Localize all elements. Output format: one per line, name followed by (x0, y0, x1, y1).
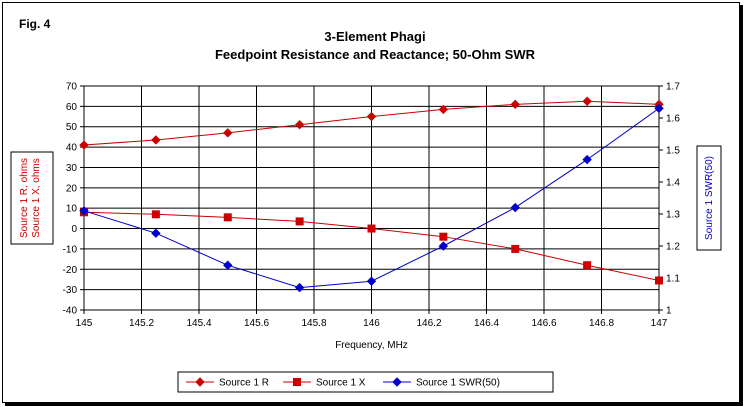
x-tick-label: 147 (651, 318, 668, 329)
x-tick-label: 145 (76, 318, 93, 329)
right-tick-label: 1.4 (666, 178, 680, 189)
legend: Source 1 R Source 1 X Source 1 SWR(50) (177, 371, 554, 393)
data-point-diamond (294, 282, 305, 293)
series-source-1-swr-50 (79, 103, 664, 293)
left-axis-title-box: Source 1 R, ohms Source 1 X, ohms (10, 151, 54, 245)
right-tick-label: 1.2 (666, 242, 680, 253)
left-tick-label: -20 (63, 265, 78, 276)
data-point-diamond (392, 377, 402, 387)
left-tick-label: 10 (66, 204, 78, 215)
data-point-square (293, 378, 301, 386)
legend-label: Source 1 SWR(50) (416, 378, 500, 389)
left-tick-label: -30 (63, 285, 78, 296)
x-tick-label: 145.6 (244, 318, 269, 329)
data-point-diamond (151, 228, 161, 238)
left-axis-title-r: Source 1 R, ohms (19, 158, 30, 238)
left-tick-label: 60 (66, 102, 78, 113)
right-tick-label: 1.3 (666, 210, 680, 221)
x-tick-label: 146.8 (589, 318, 614, 329)
legend-item: Source 1 X (283, 378, 366, 389)
right-axis-title-swr: Source 1 SWR(50) (704, 156, 715, 240)
legend-item: Source 1 R (186, 377, 269, 389)
data-point-diamond (438, 104, 449, 115)
data-point-square (223, 213, 232, 222)
right-tick-label: 1.5 (666, 146, 680, 157)
data-point-square (367, 224, 376, 233)
left-tick-label: 20 (66, 183, 78, 194)
series-layer (79, 96, 664, 293)
series-source-1-x (80, 208, 663, 285)
x-tick-label: 145.8 (301, 318, 326, 329)
left-tick-label: 30 (66, 163, 78, 174)
data-point-diamond (223, 260, 233, 270)
x-tick-label: 146.2 (416, 318, 441, 329)
right-axis-title-box: Source 1 SWR(50) (696, 145, 722, 251)
data-point-diamond (223, 128, 233, 138)
left-tick-label: 70 (66, 82, 78, 93)
x-tick-label: 146.6 (531, 318, 556, 329)
data-point-diamond (510, 202, 520, 213)
x-tick-label: 145.2 (129, 318, 154, 329)
left-tick-label: -40 (63, 306, 78, 317)
axis-ticks: 70 60 50 40 30 20 10 0 -10 -20 -30 -40 1.7 1.6 1.5 1.4 1… (63, 82, 681, 330)
data-point-square (583, 261, 592, 270)
data-point-diamond (582, 96, 592, 106)
series-source-1-r (79, 96, 664, 150)
left-axis-title-x: Source 1 X, ohms (31, 158, 42, 237)
x-tick-label: 146 (363, 318, 380, 329)
data-point-square (295, 217, 304, 226)
data-point-square (439, 232, 448, 241)
x-axis-title: Frequency, MHz (335, 340, 408, 351)
chart-subtitle: Feedpoint Resistance and Reactance; 50-O… (214, 47, 536, 62)
data-point-diamond (366, 111, 377, 122)
x-tick-label: 145.4 (186, 318, 211, 329)
data-point-square (655, 276, 663, 285)
data-point-diamond (582, 154, 592, 165)
right-tick-label: 1.7 (666, 82, 680, 93)
data-point-square (511, 244, 520, 253)
left-tick-label: -10 (63, 244, 78, 255)
data-point-diamond (294, 119, 305, 130)
figure-label: Fig. 4 (19, 17, 51, 31)
data-point-diamond (195, 377, 205, 387)
data-point-diamond (79, 206, 89, 216)
legend-label: Source 1 X (316, 378, 366, 389)
left-tick-label: 50 (66, 122, 78, 133)
right-tick-label: 1.6 (666, 114, 680, 125)
data-point-diamond (438, 241, 449, 251)
data-point-diamond (366, 276, 377, 286)
left-tick-label: 0 (71, 224, 77, 235)
legend-label: Source 1 R (219, 378, 269, 389)
data-point-diamond (151, 135, 161, 145)
left-tick-label: 40 (66, 143, 78, 154)
data-point-diamond (654, 103, 664, 114)
data-point-diamond (79, 140, 89, 150)
right-tick-label: 1.1 (666, 274, 680, 285)
chart-title: 3-Element Phagi (324, 29, 426, 44)
x-tick-label: 146.4 (474, 318, 499, 329)
data-point-square (151, 210, 160, 219)
data-point-diamond (510, 99, 520, 110)
right-tick-label: 1 (666, 306, 672, 317)
legend-item: Source 1 SWR(50) (383, 377, 500, 389)
